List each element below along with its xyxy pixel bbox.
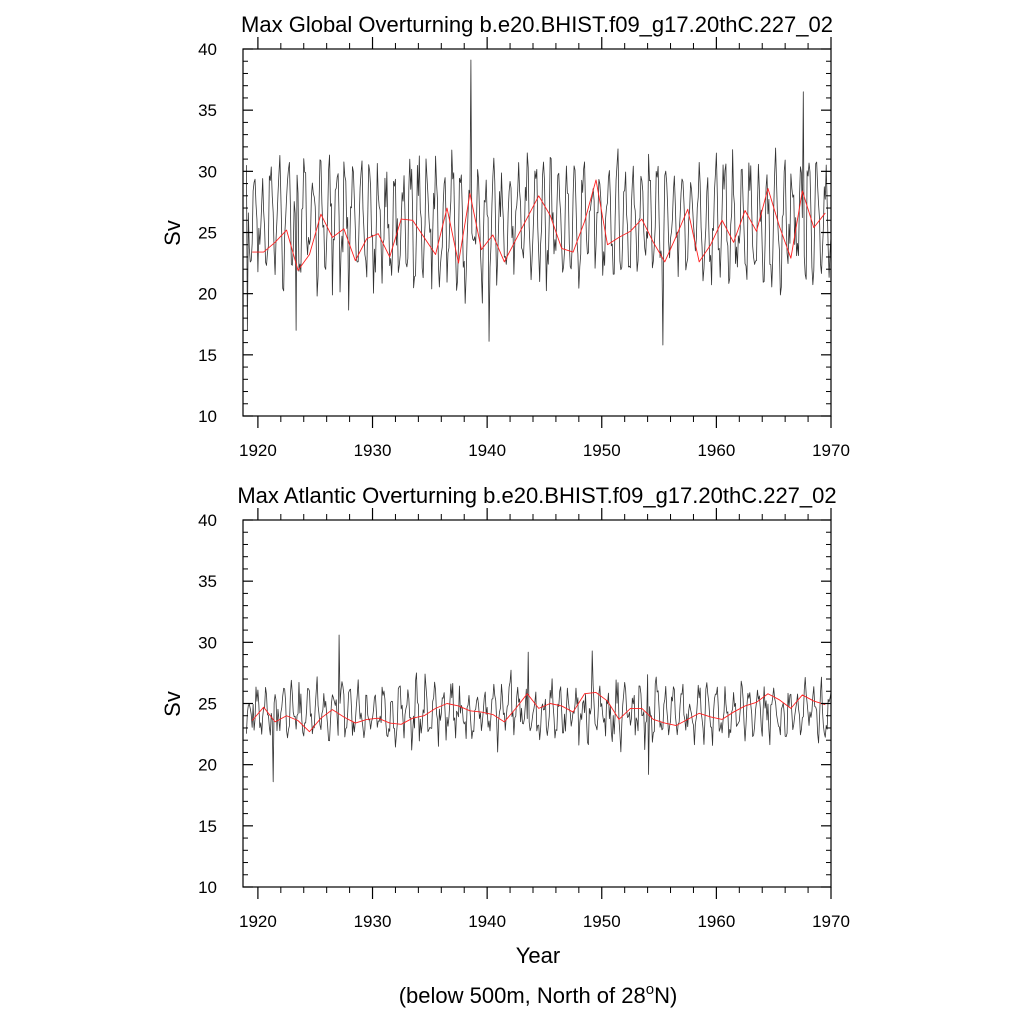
atlantic-y-tick-label: 20 [198, 756, 217, 775]
global-series-monthly [246, 59, 831, 346]
global-y-axis-label: Sv [160, 220, 185, 246]
atlantic-axes-layer: 10 15 20 25 30 35 40 1920 1930 1940 1950 1960 1970 [198, 508, 850, 931]
global-x-tick-label: 1950 [583, 441, 621, 460]
atlantic-x-tick-label: 1940 [468, 912, 506, 931]
global-y-tick-label: 40 [198, 40, 217, 59]
atlantic-y-tick-label: 15 [198, 817, 217, 836]
atlantic-overturning-panel: Max Atlantic Overturning b.e20.BHIST.f09… [160, 483, 850, 931]
global-y-tick-label: 15 [198, 346, 217, 365]
atlantic-y-tick-label: 40 [198, 511, 217, 530]
atlantic-overturning-title: Max Atlantic Overturning b.e20.BHIST.f09… [237, 483, 836, 508]
global-series-layer [246, 59, 831, 346]
global-y-tick-label: 25 [198, 224, 217, 243]
global-y-tick-label: 10 [198, 407, 217, 426]
atlantic-x-tick-label: 1950 [583, 912, 621, 931]
atlantic-y-tick-label: 35 [198, 572, 217, 591]
global-overturning-title: Max Global Overturning b.e20.BHIST.f09_g… [241, 12, 833, 37]
global-y-tick-label: 30 [198, 162, 217, 181]
footer-suffix: N) [654, 983, 677, 1008]
global-x-tick-label: 1920 [239, 441, 277, 460]
global-series-annual-mean [252, 179, 826, 271]
global-y-tick-label: 20 [198, 285, 217, 304]
x-axis-label: Year [516, 943, 560, 968]
global-x-tick-label: 1930 [354, 441, 392, 460]
global-x-tick-label: 1970 [812, 441, 850, 460]
global-x-tick-label: 1960 [697, 441, 735, 460]
global-y-tick-label: 35 [198, 101, 217, 120]
global-overturning-panel: Max Global Overturning b.e20.BHIST.f09_g… [160, 12, 850, 460]
atlantic-x-tick-label: 1920 [239, 912, 277, 931]
global-axes-layer: 10 15 20 25 30 35 40 1920 1930 1940 1950 1960 1970 [198, 37, 850, 460]
global-x-tick-label: 1940 [468, 441, 506, 460]
footer-note: (below 500m, North of 28oN) [399, 981, 678, 1008]
atlantic-x-tick-label: 1970 [812, 912, 850, 931]
atlantic-y-tick-label: 10 [198, 878, 217, 897]
atlantic-x-tick-label: 1930 [354, 912, 392, 931]
atlantic-series-layer [246, 634, 831, 783]
atlantic-series-monthly [246, 634, 831, 783]
footer-degree: o [646, 981, 654, 998]
atlantic-x-tick-label: 1960 [697, 912, 735, 931]
atlantic-y-tick-label: 30 [198, 633, 217, 652]
atlantic-series-annual-mean [251, 692, 826, 733]
atlantic-y-axis-label: Sv [160, 691, 185, 717]
global-plot-frame [242, 48, 832, 417]
atlantic-y-tick-label: 25 [198, 695, 217, 714]
footer-prefix: (below 500m, North of 28 [399, 983, 646, 1008]
